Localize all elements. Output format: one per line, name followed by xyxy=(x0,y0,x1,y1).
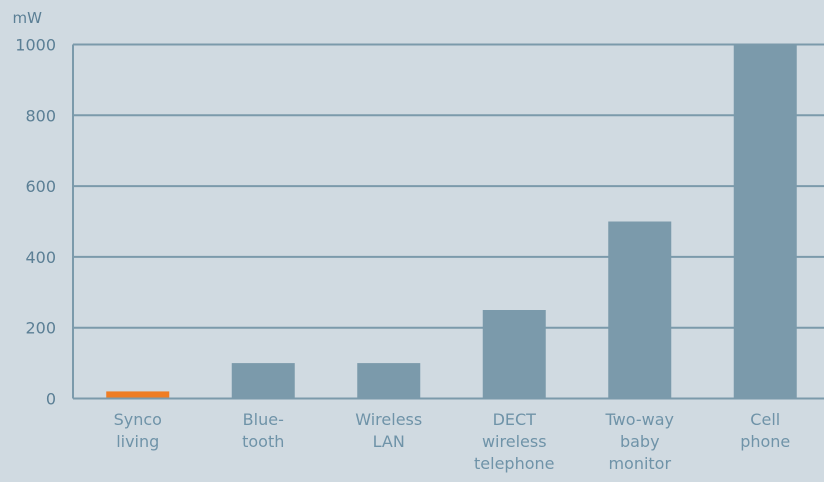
bar xyxy=(357,363,421,398)
y-tick-label: 400 xyxy=(25,248,56,267)
gridlines xyxy=(72,43,824,400)
x-axis-category-labels: Synco living Blue-tooth Wireless LAN DECT wire… xyxy=(114,410,791,473)
y-tick-label: 600 xyxy=(25,177,56,196)
bar xyxy=(231,363,295,398)
x-category-label: DECT wireless telephone xyxy=(474,410,554,473)
y-tick-label: 1000 xyxy=(15,36,56,55)
x-category-label: Synco living xyxy=(114,410,162,451)
bar xyxy=(608,221,672,398)
y-axis-tick-labels: 0 200 400 600 800 1000 xyxy=(15,36,56,409)
y-tick-label: 800 xyxy=(25,106,56,125)
bars xyxy=(106,44,797,398)
x-category-label: Two-way baby monitor xyxy=(605,410,674,473)
bar xyxy=(733,44,797,398)
bar xyxy=(482,310,546,398)
y-tick-label: 200 xyxy=(25,319,56,338)
y-tick-label: 0 xyxy=(46,390,56,409)
bar xyxy=(106,391,170,398)
x-category-label: Wireless LAN xyxy=(355,410,422,451)
y-axis-unit-label: mW xyxy=(13,9,43,27)
x-category-label: Blue-tooth xyxy=(242,410,284,451)
x-category-label: Cell phone xyxy=(740,410,790,451)
